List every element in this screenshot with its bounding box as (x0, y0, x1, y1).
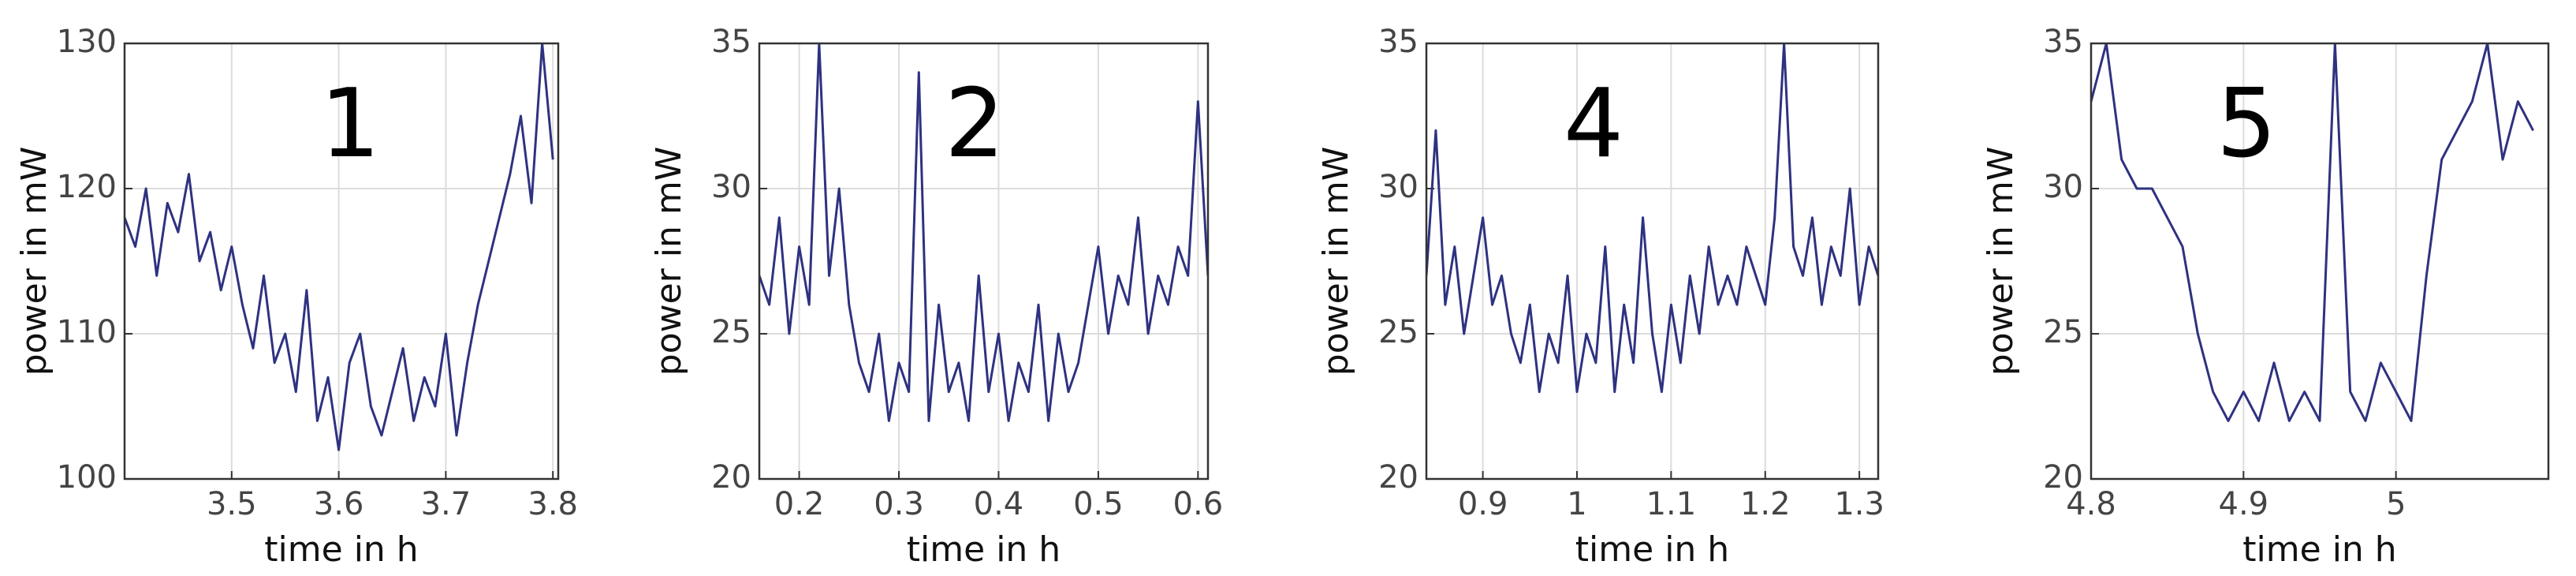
data-line (759, 43, 1208, 422)
x-tick-label: 4.8 (2066, 486, 2116, 522)
panel: 20 25 30 35 4.8 4.9 5 time in h power in mW 5 (1981, 24, 2550, 570)
x-tick-label: 0.6 (1173, 486, 1224, 522)
x-tick-label: 0.2 (774, 486, 825, 522)
data-line (1426, 43, 1878, 394)
x-tick-label: 3.8 (528, 486, 578, 522)
panel: 20 25 30 35 0.9 1 1.1 1.2 1.3 time in h power in m… (1316, 24, 1884, 570)
x-tick-label: 3.6 (314, 486, 364, 522)
y-tick-label: 110 (57, 314, 117, 350)
y-axis-label: power in mW (14, 147, 54, 376)
x-tick-label: 0.9 (1458, 486, 1508, 522)
y-tick-label: 35 (2043, 24, 2083, 60)
x-axis-label: time in h (907, 529, 1061, 570)
y-tick-label: 35 (1378, 24, 1418, 60)
x-axis-label: time in h (1575, 529, 1729, 570)
y-tick-label: 25 (1378, 314, 1418, 350)
y-axis-label: power in mW (649, 147, 689, 376)
y-tick-label: 30 (1378, 169, 1418, 205)
plot-area (1426, 43, 1878, 479)
panel-number: 1 (320, 69, 380, 179)
axes-frame (758, 42, 1210, 481)
y-tick-label: 25 (711, 314, 751, 350)
x-tick-label: 5 (2386, 486, 2406, 522)
y-tick-label: 25 (2043, 314, 2083, 350)
y-tick-label: 30 (711, 169, 751, 205)
y-tick-label: 130 (57, 24, 117, 60)
y-axis-label: power in mW (1981, 147, 2021, 376)
panel-number: 2 (945, 69, 1005, 179)
panel-number: 5 (2216, 69, 2276, 179)
y-tick-label: 30 (2043, 169, 2083, 205)
data-line (2091, 43, 2534, 422)
y-tick-label: 20 (1378, 459, 1418, 496)
x-tick-label: 3.5 (207, 486, 257, 522)
x-tick-label: 0.5 (1073, 486, 1124, 522)
y-axis-label: power in mW (1316, 147, 1356, 376)
panel: 20 25 30 35 0.2 0.3 0.4 0.5 0.6 time in h power in… (649, 24, 1223, 570)
plot-area (125, 43, 558, 479)
x-tick-label: 1.2 (1740, 486, 1791, 522)
axes-frame (1425, 42, 1880, 481)
x-tick-label: 1.1 (1646, 486, 1697, 522)
y-tick-label: 120 (57, 169, 117, 205)
panel: 100 110 120 130 3.5 3.6 3.7 3.8 time in h power i… (14, 24, 578, 570)
x-axis-label: time in h (264, 529, 418, 570)
data-line (125, 43, 554, 451)
x-tick-label: 1 (1567, 486, 1586, 522)
y-tick-label: 35 (711, 24, 751, 60)
x-tick-label: 3.7 (421, 486, 472, 522)
panel-number: 4 (1564, 69, 1624, 179)
axes-frame (2090, 42, 2550, 481)
x-axis-label: time in h (2242, 529, 2396, 570)
x-tick-label: 0.3 (874, 486, 924, 522)
y-tick-label: 20 (2043, 459, 2083, 496)
x-tick-label: 1.3 (1834, 486, 1884, 522)
y-tick-label: 20 (711, 459, 751, 496)
x-tick-label: 0.4 (974, 486, 1024, 522)
x-tick-label: 4.9 (2219, 486, 2269, 522)
y-tick-label: 100 (57, 459, 117, 496)
axes-frame (123, 42, 560, 481)
